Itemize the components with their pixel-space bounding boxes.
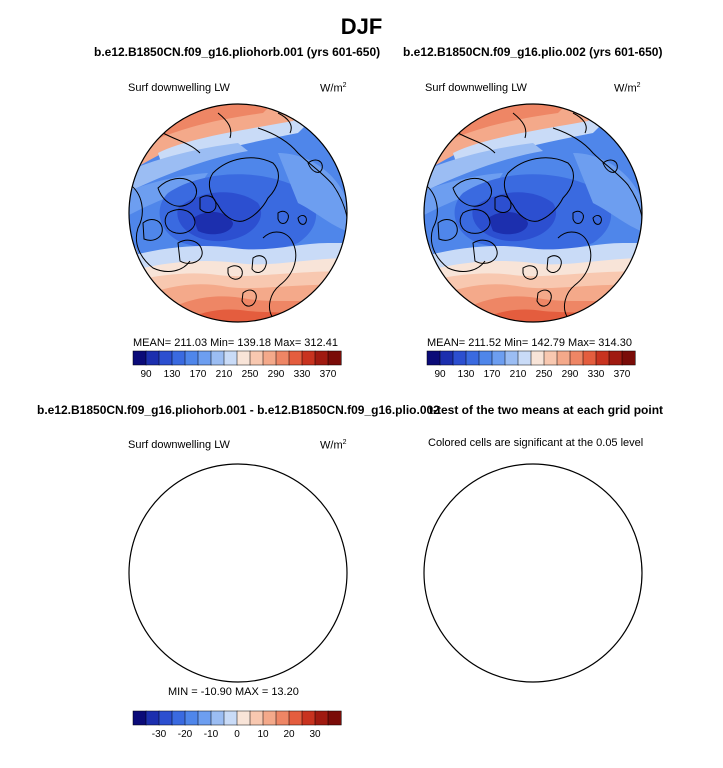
colorbar-swatch bbox=[249, 710, 264, 726]
colorbar-tick-label: 30 bbox=[309, 729, 321, 740]
colorbar-swatch bbox=[543, 350, 558, 366]
colorbar-tick-label: 0 bbox=[234, 729, 240, 740]
colorbar-tick-label: 250 bbox=[242, 369, 259, 380]
colorbar-tick-label: 170 bbox=[484, 369, 501, 380]
colorbar-swatch bbox=[197, 350, 212, 366]
colorbar-swatch bbox=[517, 350, 532, 366]
colorbar-swatch bbox=[132, 710, 147, 726]
colorbar-swatch bbox=[439, 350, 454, 366]
colorbar-tick-label: 90 bbox=[434, 369, 446, 380]
colorbar-tick-label: -20 bbox=[178, 729, 193, 740]
colorbar-swatch bbox=[249, 350, 264, 366]
colorbar-swatch bbox=[314, 350, 329, 366]
colorbar-swatch bbox=[504, 350, 519, 366]
figure-title: DJF bbox=[340, 14, 383, 39]
colorbar-swatch bbox=[236, 710, 251, 726]
colorbar-swatch bbox=[288, 350, 303, 366]
colorbar-swatch bbox=[582, 350, 597, 366]
colorbar-tick-label: 370 bbox=[320, 369, 337, 380]
panel-2-stats: MEAN= 211.52 Min= 142.79 Max= 314.30 bbox=[427, 337, 632, 349]
panel-2-case-title: b.e12.B1850CN.f09_g16.plio.002 (yrs 601-… bbox=[403, 45, 663, 59]
panel-3-stats: MIN = -10.90 MAX = 13.20 bbox=[168, 686, 299, 698]
panel-1-units: W/m2 bbox=[320, 82, 347, 95]
colorbar-swatch bbox=[314, 710, 329, 726]
panel-2-units: W/m2 bbox=[614, 82, 641, 95]
colorbar-swatch bbox=[621, 350, 636, 366]
colorbar-swatch bbox=[301, 350, 316, 366]
colorbar-swatch bbox=[223, 350, 238, 366]
colorbar-swatch bbox=[569, 350, 584, 366]
colorbar-tick-label: -10 bbox=[204, 729, 219, 740]
colorbar-tick-label: 10 bbox=[257, 729, 269, 740]
colorbar-tick-label: 330 bbox=[294, 369, 311, 380]
panel-2-map bbox=[423, 103, 643, 323]
panel-4-case-title: t-test of the two means at each grid poi… bbox=[429, 403, 664, 417]
colorbar-swatch bbox=[184, 710, 199, 726]
colorbar-swatch bbox=[327, 350, 342, 366]
colorbar-swatch bbox=[197, 710, 212, 726]
colorbar-swatch bbox=[327, 710, 342, 726]
colorbar-swatch bbox=[478, 350, 493, 366]
colorbar-swatch bbox=[210, 710, 225, 726]
colorbar-swatch bbox=[491, 350, 506, 366]
colorbar-swatch bbox=[275, 350, 290, 366]
colorbar-tick-label: 130 bbox=[458, 369, 475, 380]
panel-4-map bbox=[423, 463, 643, 683]
colorbar-tick-label: 290 bbox=[268, 369, 285, 380]
colorbar-tick-label: 370 bbox=[614, 369, 631, 380]
colorbar-tick-label: 170 bbox=[190, 369, 207, 380]
colorbar-swatch bbox=[608, 350, 623, 366]
colorbar-swatch bbox=[223, 710, 238, 726]
colorbar-swatch bbox=[301, 710, 316, 726]
panel-3-units: W/m2 bbox=[320, 439, 347, 452]
colorbar-tick-label: 20 bbox=[283, 729, 295, 740]
colorbar-2: 90 130 170 210 250 290 330 370 bbox=[426, 350, 636, 380]
colorbar-swatch bbox=[262, 350, 277, 366]
panel-3-case-title: b.e12.B1850CN.f09_g16.pliohorb.001 - b.e… bbox=[37, 403, 440, 417]
colorbar-swatch bbox=[426, 350, 441, 366]
colorbar-swatch bbox=[262, 710, 277, 726]
colorbar-tick-label: 90 bbox=[140, 369, 152, 380]
colorbar-swatch bbox=[171, 710, 186, 726]
colorbar-swatch bbox=[530, 350, 545, 366]
colorbar-1: 90 130 170 210 250 290 330 370 bbox=[132, 350, 342, 380]
colorbar-tick-label: 250 bbox=[536, 369, 553, 380]
colorbar-swatch bbox=[236, 350, 251, 366]
colorbar-tick-label: 210 bbox=[216, 369, 233, 380]
colorbar-tick-label: 210 bbox=[510, 369, 527, 380]
colorbar-tick-label: 290 bbox=[562, 369, 579, 380]
colorbar-swatch bbox=[595, 350, 610, 366]
panel-3-map bbox=[128, 463, 348, 683]
colorbar-swatch bbox=[132, 350, 147, 366]
panel-1-stats: MEAN= 211.03 Min= 139.18 Max= 312.41 bbox=[133, 337, 338, 349]
colorbar-swatch bbox=[145, 710, 160, 726]
panel-2-variable: Surf downwelling LW bbox=[425, 82, 527, 94]
colorbar-swatch bbox=[465, 350, 480, 366]
colorbar-swatch bbox=[171, 350, 186, 366]
colorbar-tick-label: 330 bbox=[588, 369, 605, 380]
colorbar-swatch bbox=[275, 710, 290, 726]
colorbar-swatch bbox=[158, 710, 173, 726]
panel-3-variable: Surf downwelling LW bbox=[128, 439, 230, 451]
panel-1-map bbox=[128, 103, 348, 323]
panel-1-case-title: b.e12.B1850CN.f09_g16.pliohorb.001 (yrs … bbox=[94, 45, 381, 59]
colorbar-tick-label: 130 bbox=[164, 369, 181, 380]
colorbar-swatch bbox=[210, 350, 225, 366]
colorbar-tick-label: -30 bbox=[152, 729, 167, 740]
colorbar-swatch bbox=[288, 710, 303, 726]
colorbar-3: -30 -20 -10 0 10 20 30 bbox=[132, 710, 342, 740]
colorbar-swatch bbox=[145, 350, 160, 366]
colorbar-swatch bbox=[158, 350, 173, 366]
panel-4-note: Colored cells are significant at the 0.0… bbox=[428, 437, 644, 449]
colorbar-swatch bbox=[556, 350, 571, 366]
panel-1-variable: Surf downwelling LW bbox=[128, 82, 230, 94]
colorbar-swatch bbox=[452, 350, 467, 366]
colorbar-swatch bbox=[184, 350, 199, 366]
